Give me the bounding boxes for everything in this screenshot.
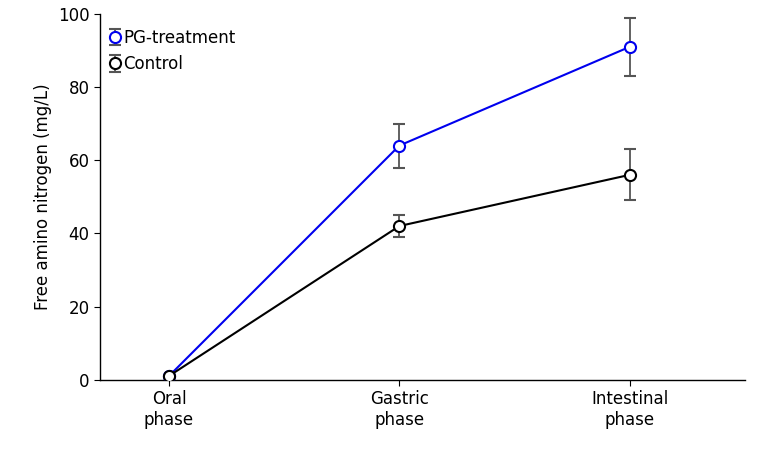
Y-axis label: Free amino nitrogen (mg/L): Free amino nitrogen (mg/L) <box>35 83 52 310</box>
Legend: PG-treatment, Control: PG-treatment, Control <box>108 22 242 80</box>
